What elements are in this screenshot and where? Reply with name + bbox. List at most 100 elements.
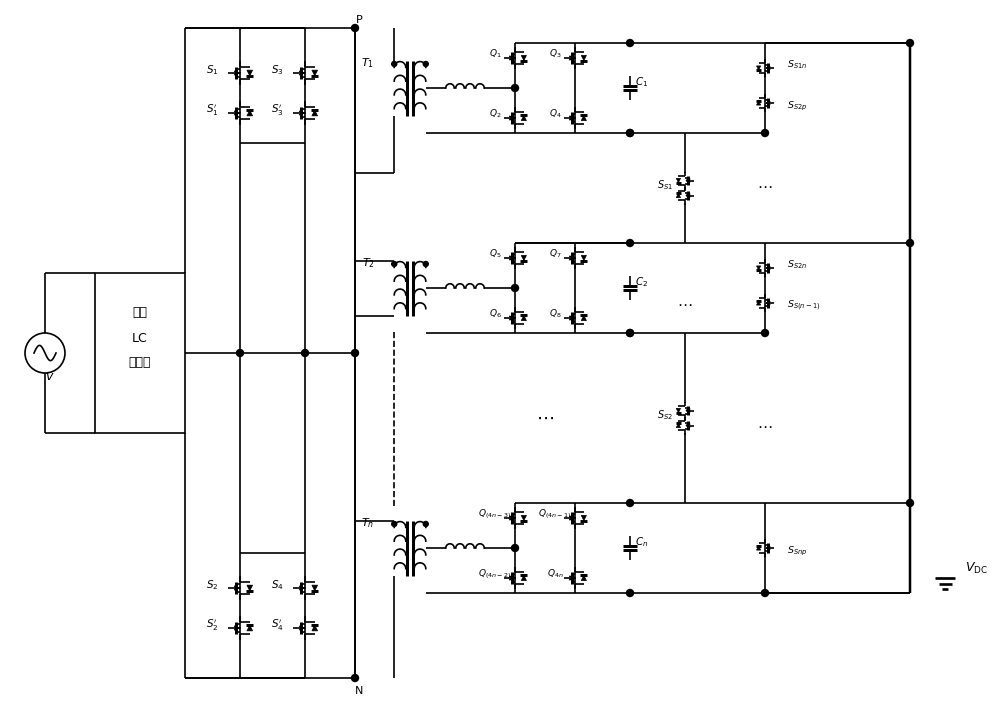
Bar bbox=[95, 273, 185, 433]
Circle shape bbox=[423, 61, 428, 67]
Circle shape bbox=[392, 61, 397, 67]
Circle shape bbox=[237, 349, 244, 356]
Polygon shape bbox=[521, 576, 526, 581]
Circle shape bbox=[906, 500, 914, 506]
Polygon shape bbox=[247, 70, 253, 76]
Text: $V_{\mathrm{DC}}$: $V_{\mathrm{DC}}$ bbox=[965, 560, 988, 576]
Text: $S_{S1}$: $S_{S1}$ bbox=[657, 178, 673, 192]
Text: $Q_{(4n-2)}$: $Q_{(4n-2)}$ bbox=[478, 567, 512, 581]
Text: $Q_8$: $Q_8$ bbox=[549, 308, 561, 321]
Polygon shape bbox=[581, 115, 586, 121]
Text: $Q_6$: $Q_6$ bbox=[489, 308, 501, 321]
Text: P: P bbox=[356, 15, 362, 25]
Polygon shape bbox=[757, 101, 761, 105]
Polygon shape bbox=[521, 255, 526, 261]
Circle shape bbox=[906, 39, 914, 46]
Text: $S_1$: $S_1$ bbox=[206, 63, 218, 77]
Circle shape bbox=[512, 84, 518, 91]
Text: $S_4'$: $S_4'$ bbox=[271, 617, 283, 633]
Polygon shape bbox=[521, 316, 526, 321]
Text: $Q_5$: $Q_5$ bbox=[489, 247, 501, 260]
Polygon shape bbox=[247, 110, 253, 116]
Text: $C_2$: $C_2$ bbox=[635, 275, 649, 289]
Text: $Q_4$: $Q_4$ bbox=[549, 108, 561, 120]
Polygon shape bbox=[312, 110, 318, 116]
Text: $S_2'$: $S_2'$ bbox=[206, 617, 218, 633]
Polygon shape bbox=[581, 515, 586, 521]
Text: $Q_{(4n-3)}$: $Q_{(4n-3)}$ bbox=[478, 507, 512, 521]
Text: LC: LC bbox=[132, 332, 148, 344]
Polygon shape bbox=[581, 316, 586, 321]
Text: $Q_3$: $Q_3$ bbox=[549, 48, 561, 60]
Circle shape bbox=[626, 240, 634, 247]
Circle shape bbox=[762, 129, 768, 136]
Text: $T_1$: $T_1$ bbox=[361, 56, 375, 70]
Circle shape bbox=[626, 39, 634, 46]
Text: $S_{S2p}$: $S_{S2p}$ bbox=[787, 99, 807, 112]
Polygon shape bbox=[757, 301, 761, 305]
Polygon shape bbox=[521, 515, 526, 521]
Text: $T_2$: $T_2$ bbox=[362, 256, 374, 270]
Text: $\cdots$: $\cdots$ bbox=[536, 409, 554, 427]
Text: $\cdots$: $\cdots$ bbox=[757, 178, 773, 193]
Text: $S_{Snp}$: $S_{Snp}$ bbox=[787, 544, 807, 557]
Text: $C_n$: $C_n$ bbox=[635, 535, 649, 549]
Text: $Q_7$: $Q_7$ bbox=[549, 247, 561, 260]
Polygon shape bbox=[312, 585, 318, 591]
Circle shape bbox=[626, 129, 634, 136]
Text: 滤波器: 滤波器 bbox=[129, 356, 151, 370]
Circle shape bbox=[626, 330, 634, 337]
Polygon shape bbox=[581, 56, 586, 60]
Circle shape bbox=[392, 262, 397, 266]
Polygon shape bbox=[757, 66, 761, 70]
Circle shape bbox=[423, 262, 428, 266]
Circle shape bbox=[762, 330, 768, 337]
Circle shape bbox=[352, 25, 358, 32]
Polygon shape bbox=[247, 625, 253, 631]
Polygon shape bbox=[312, 625, 318, 631]
Polygon shape bbox=[757, 266, 761, 270]
Circle shape bbox=[626, 330, 634, 337]
Circle shape bbox=[512, 545, 518, 551]
Polygon shape bbox=[676, 408, 681, 413]
Text: $S_{S2}$: $S_{S2}$ bbox=[657, 408, 673, 422]
Polygon shape bbox=[521, 115, 526, 121]
Circle shape bbox=[762, 590, 768, 597]
Text: $S_2$: $S_2$ bbox=[206, 578, 218, 592]
Circle shape bbox=[626, 129, 634, 136]
Circle shape bbox=[512, 285, 518, 292]
Polygon shape bbox=[247, 585, 253, 591]
Text: $Q_1$: $Q_1$ bbox=[489, 48, 501, 60]
Text: $S_3'$: $S_3'$ bbox=[271, 103, 283, 117]
Circle shape bbox=[626, 500, 634, 506]
Text: N: N bbox=[355, 686, 363, 696]
Text: $v$: $v$ bbox=[45, 370, 55, 382]
Text: $S_{S(n-1)}$: $S_{S(n-1)}$ bbox=[787, 299, 820, 314]
Text: $Q_{(4n-1)}$: $Q_{(4n-1)}$ bbox=[538, 507, 572, 521]
Circle shape bbox=[352, 349, 358, 356]
Circle shape bbox=[392, 522, 397, 527]
Polygon shape bbox=[312, 70, 318, 76]
Polygon shape bbox=[521, 56, 526, 60]
Polygon shape bbox=[676, 423, 681, 427]
Text: $Q_{4n}$: $Q_{4n}$ bbox=[547, 568, 563, 580]
Text: $C_1$: $C_1$ bbox=[635, 75, 649, 89]
Circle shape bbox=[423, 522, 428, 527]
Text: $S_{S2n}$: $S_{S2n}$ bbox=[787, 259, 807, 271]
Polygon shape bbox=[581, 255, 586, 261]
Text: $\cdots$: $\cdots$ bbox=[677, 295, 693, 311]
Polygon shape bbox=[676, 193, 681, 198]
Polygon shape bbox=[757, 546, 761, 550]
Circle shape bbox=[352, 674, 358, 681]
Text: $S_3$: $S_3$ bbox=[271, 63, 283, 77]
Text: $\cdots$: $\cdots$ bbox=[757, 418, 773, 433]
Polygon shape bbox=[581, 576, 586, 581]
Text: $S_1'$: $S_1'$ bbox=[206, 103, 218, 117]
Text: 单相: 单相 bbox=[132, 307, 148, 319]
Circle shape bbox=[302, 349, 308, 356]
Text: $S_4$: $S_4$ bbox=[271, 578, 283, 592]
Text: $Q_2$: $Q_2$ bbox=[489, 108, 501, 120]
Text: $S_{S1n}$: $S_{S1n}$ bbox=[787, 59, 807, 71]
Text: $T_n$: $T_n$ bbox=[361, 516, 375, 530]
Circle shape bbox=[906, 240, 914, 247]
